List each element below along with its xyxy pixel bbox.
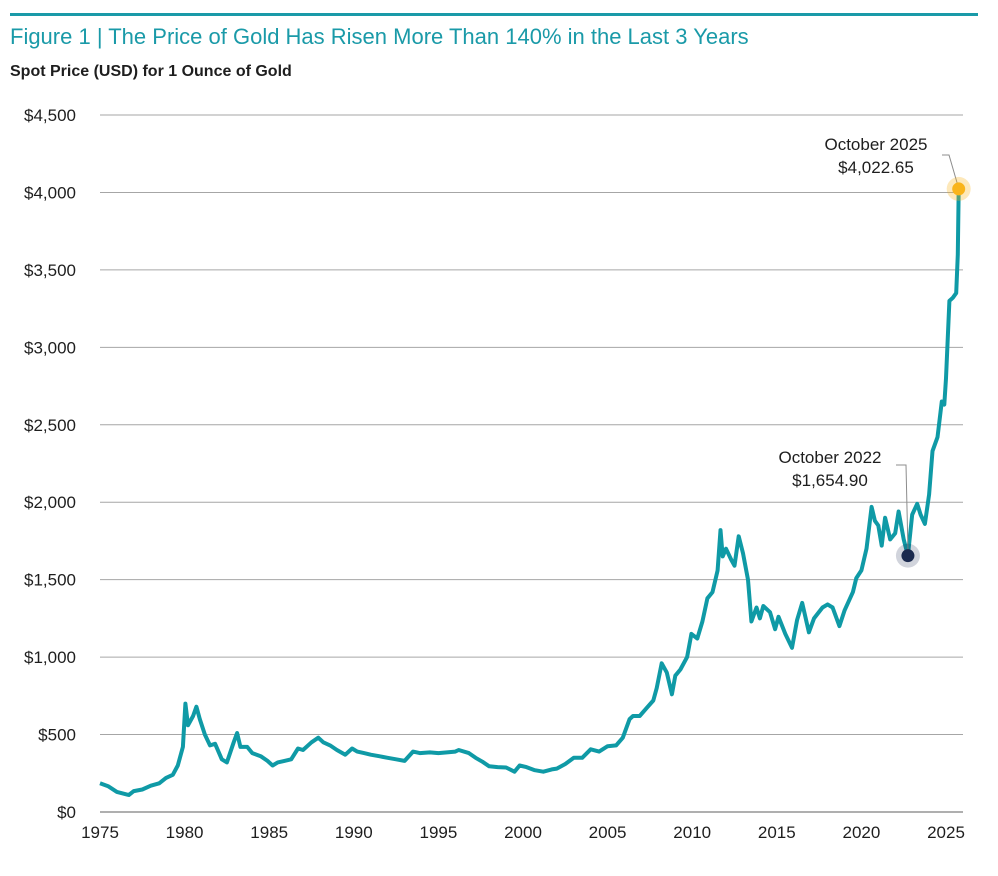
y-tick-label: $2,500 (24, 416, 76, 435)
x-tick-label: 1990 (335, 823, 373, 842)
y-axis-ticks: $0 $500 $1,000 $1,500 $2,000 $2,500 $3,000 $3,5… (24, 106, 76, 822)
x-tick-label: 2005 (589, 823, 627, 842)
x-tick-label: 1980 (166, 823, 204, 842)
x-tick-label: 1995 (419, 823, 457, 842)
chart-subtitle: Spot Price (USD) for 1 Ounce of Gold (10, 63, 292, 80)
annotation-2025-label: October 2025 (824, 135, 927, 154)
y-tick-label: $2,000 (24, 493, 76, 512)
top-rule (10, 13, 978, 16)
x-tick-label: 1975 (81, 823, 119, 842)
y-tick-label: $1,500 (24, 571, 76, 590)
x-tick-label: 2010 (673, 823, 711, 842)
y-tick-label: $3,500 (24, 261, 76, 280)
leader-line-2022 (896, 464, 909, 553)
leader-line-2025 (942, 154, 959, 187)
y-tick-label: $3,000 (24, 338, 76, 357)
x-tick-label: 2020 (842, 823, 880, 842)
y-tick-label: $4,000 (24, 183, 76, 202)
series-line-gold-price (99, 188, 961, 797)
gridlines (100, 114, 963, 736)
y-tick-label: $0 (57, 803, 76, 822)
x-tick-label: 2025 (927, 823, 965, 842)
highlight-point-2022 (901, 549, 915, 563)
annotation-2022-label: October 2022 (778, 448, 881, 467)
y-tick-label: $500 (38, 726, 76, 745)
y-tick-label: $4,500 (24, 106, 76, 125)
x-tick-label: 2000 (504, 823, 542, 842)
x-axis-ticks: 1975 1980 1985 1990 1995 2000 2005 2010 2015 2020… (81, 823, 965, 842)
annotation-2022-value: $1,654.90 (792, 471, 868, 490)
x-tick-label: 1985 (250, 823, 288, 842)
highlight-point-2025 (952, 182, 966, 196)
chart-title: Figure 1 | The Price of Gold Has Risen M… (10, 24, 749, 49)
y-tick-label: $1,000 (24, 648, 76, 667)
x-tick-label: 2015 (758, 823, 796, 842)
annotations: October 2022 $1,654.90 October 2025 $4,0… (778, 135, 971, 568)
annotation-2025-value: $4,022.65 (838, 158, 914, 177)
